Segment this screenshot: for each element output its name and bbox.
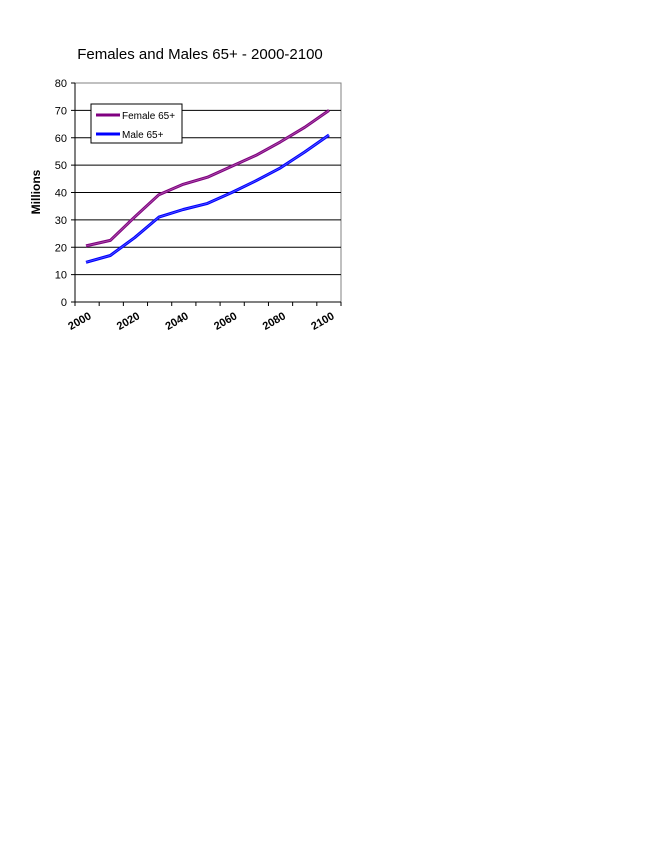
y-tick-label: 50 [55,160,67,172]
x-tick-label: 2080 [261,310,288,333]
y-tick-label: 30 [55,215,67,227]
y-tick-label: 10 [55,270,67,282]
legend-label: Female 65+ [122,111,175,122]
chart-title: Females and Males 65+ - 2000-2100 [77,46,323,63]
series-line [85,133,330,264]
x-tick-label: 2100 [309,310,336,333]
y-axis-label: Millions [29,169,43,214]
series-line-highlight [85,134,330,263]
y-tick-label: 60 [55,133,67,145]
y-tick-label: 20 [55,242,67,254]
x-tick-label: 2060 [212,310,239,333]
y-tick-label: 70 [55,105,67,117]
x-tick-label: 2000 [66,310,93,333]
legend: Female 65+ Male 65+ [90,103,183,144]
x-tick-label: 2020 [115,310,142,333]
legend-box [90,103,183,144]
y-tick-label: 40 [55,188,67,200]
series-line-highlight [85,110,330,247]
series-line [85,109,330,248]
legend-label: Male 65+ [122,130,164,141]
y-tick-label: 0 [61,297,67,309]
x-tick-label: 2040 [163,310,190,333]
y-tick-label: 80 [55,78,67,90]
